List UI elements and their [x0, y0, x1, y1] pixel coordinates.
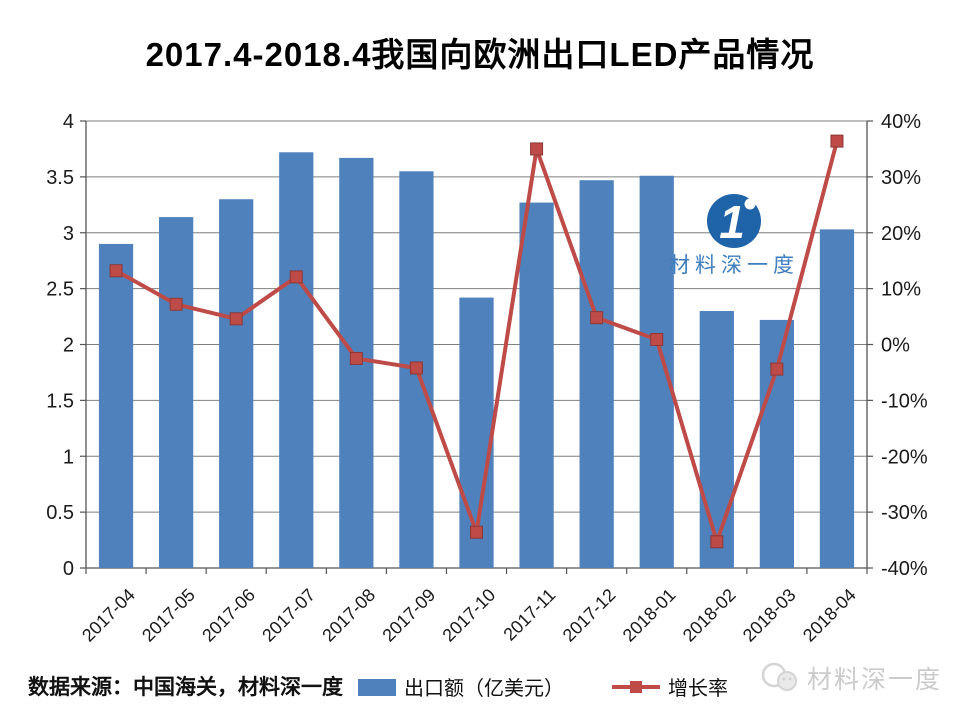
x-tick-label: 2018-04 — [799, 585, 860, 646]
left-axis-label: 3 — [63, 223, 74, 245]
line-marker — [169, 297, 183, 311]
source-note: 数据来源：中国海关，材料深一度 — [28, 676, 343, 699]
line-marker — [409, 361, 423, 375]
x-tick-label: 2017-12 — [559, 585, 620, 646]
left-axis-label: 3.5 — [46, 167, 74, 189]
bar — [759, 319, 795, 568]
x-tick-label: 2018-01 — [619, 585, 680, 646]
line-marker — [349, 351, 363, 365]
brand-logo-glyph: 1 — [719, 196, 745, 248]
x-tick-label: 2018-02 — [679, 585, 740, 646]
right-axis-label: -30% — [881, 502, 928, 524]
watermark: 材料深一度 — [759, 660, 942, 696]
left-axis-label: 2 — [63, 335, 74, 357]
right-axis-label: -10% — [881, 390, 928, 412]
legend-line-label: 增长率 — [668, 678, 728, 700]
line-marker — [590, 311, 604, 325]
line-marker — [470, 525, 483, 539]
left-axis-label: 0 — [63, 558, 74, 580]
x-tick-label: 2017-10 — [438, 585, 499, 646]
left-axis-label: 2.5 — [46, 279, 74, 301]
right-axis-label: -40% — [881, 558, 928, 580]
line-marker — [710, 535, 724, 549]
x-tick-label: 2017-11 — [499, 585, 559, 645]
bar — [639, 175, 674, 568]
legend-line-marker — [630, 681, 642, 693]
right-axis-label: 40% — [881, 111, 921, 133]
bar — [579, 180, 614, 568]
line-marker — [229, 312, 243, 326]
watermark-text: 材料深一度 — [806, 666, 942, 694]
left-axis-label: 1.5 — [46, 390, 74, 412]
legend-line-swatch-icon — [612, 678, 660, 695]
line-marker — [650, 332, 664, 346]
bar — [819, 229, 855, 568]
right-axis-label: 10% — [881, 279, 921, 301]
x-tick-label: 2017-04 — [78, 585, 139, 646]
x-tick-label: 2018-03 — [739, 585, 800, 646]
left-axis-label: 0.5 — [46, 502, 74, 524]
line-marker — [770, 362, 784, 376]
right-axis-label: 20% — [881, 223, 921, 245]
chart-title: 2017.4-2018.4我国向欧洲出口LED产品情况 — [145, 36, 815, 73]
bar — [519, 202, 554, 568]
brand-logo-dot — [744, 198, 756, 210]
line-marker — [289, 270, 303, 284]
right-axis-label: 30% — [881, 167, 921, 189]
line-marker — [530, 142, 544, 156]
x-tick-label: 2017-07 — [258, 585, 319, 646]
right-axis-label: 0% — [881, 335, 910, 357]
x-tick-label: 2017-05 — [138, 585, 199, 646]
x-tick-label: 2017-09 — [378, 585, 439, 646]
bar — [98, 243, 134, 569]
left-axis-label: 4 — [63, 111, 74, 133]
x-tick-label: 2017-06 — [198, 585, 259, 646]
line-marker — [830, 134, 844, 148]
x-tick-label: 2017-08 — [318, 585, 379, 646]
combo-chart: 0 -40%0.5 -30%1 -20%1.5 -10%2 0%2.5 10%3 20%3.5… — [46, 111, 928, 646]
line-marker — [109, 264, 123, 278]
legend-bar-swatch-icon — [358, 679, 396, 696]
wechat-logo-icon — [761, 662, 797, 691]
brand-logo-text: 材料深一度 — [669, 254, 799, 277]
right-axis-label: -20% — [881, 446, 928, 468]
bar — [158, 217, 194, 569]
left-axis-label: 1 — [63, 446, 74, 468]
legend-bar-label: 出口额（亿美元） — [404, 678, 564, 700]
bar — [279, 152, 314, 568]
bar — [219, 199, 254, 568]
bar — [699, 310, 734, 568]
chart-legend: 出口额（亿美元） 增长率 — [358, 672, 728, 701]
brand-logo: 1 材料深一度 — [669, 194, 799, 277]
